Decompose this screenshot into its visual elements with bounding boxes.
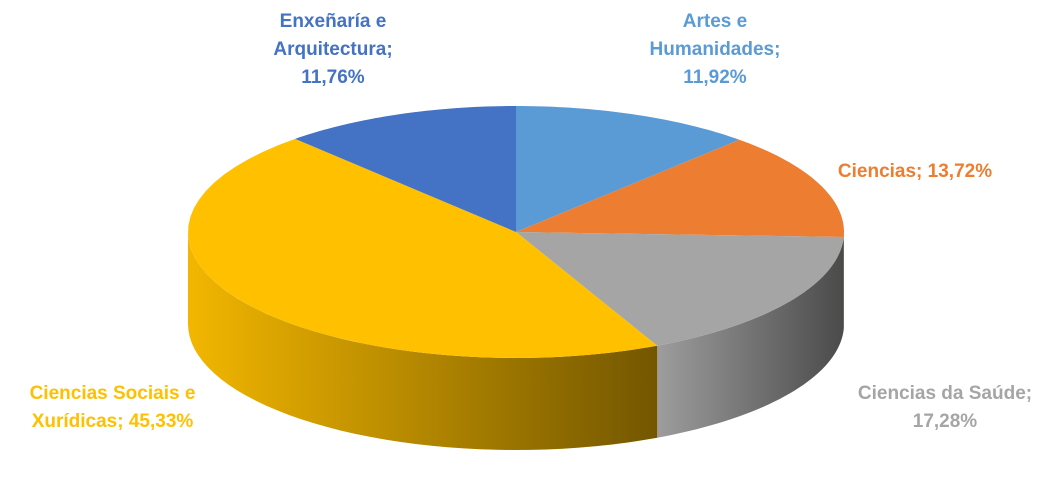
category-label: Ciencias da Saúde [858, 383, 1032, 404]
slice [516, 106, 740, 232]
data-label: Artes e Humanidades 11,92% [640, 8, 790, 92]
value-label: 17,28% [912, 411, 978, 432]
data-label: Enxeñaría e Arquitectura 11,76% [253, 8, 413, 92]
category-label: Artes e Humanidades [650, 11, 781, 60]
slice [516, 139, 844, 238]
value-label: 11,92% [683, 67, 747, 88]
value-label: 45,33% [128, 411, 194, 432]
data-label: Ciencias Sociais e Xurídicas 45,33% [0, 380, 225, 436]
category-label: Enxeñaría e Arquitectura [273, 11, 392, 60]
data-label: Ciencias da Saúde 17,28% [830, 380, 1046, 436]
value-label: 13,72% [927, 161, 993, 182]
data-label: Ciencias 13,72% [790, 158, 1040, 186]
slice-side-shade [188, 232, 658, 450]
value-label: 11,76% [301, 67, 365, 88]
slice [295, 106, 516, 232]
category-label: Ciencias [838, 161, 922, 182]
slice [516, 232, 844, 346]
slice [188, 138, 658, 358]
slice-side-shade [657, 237, 844, 438]
